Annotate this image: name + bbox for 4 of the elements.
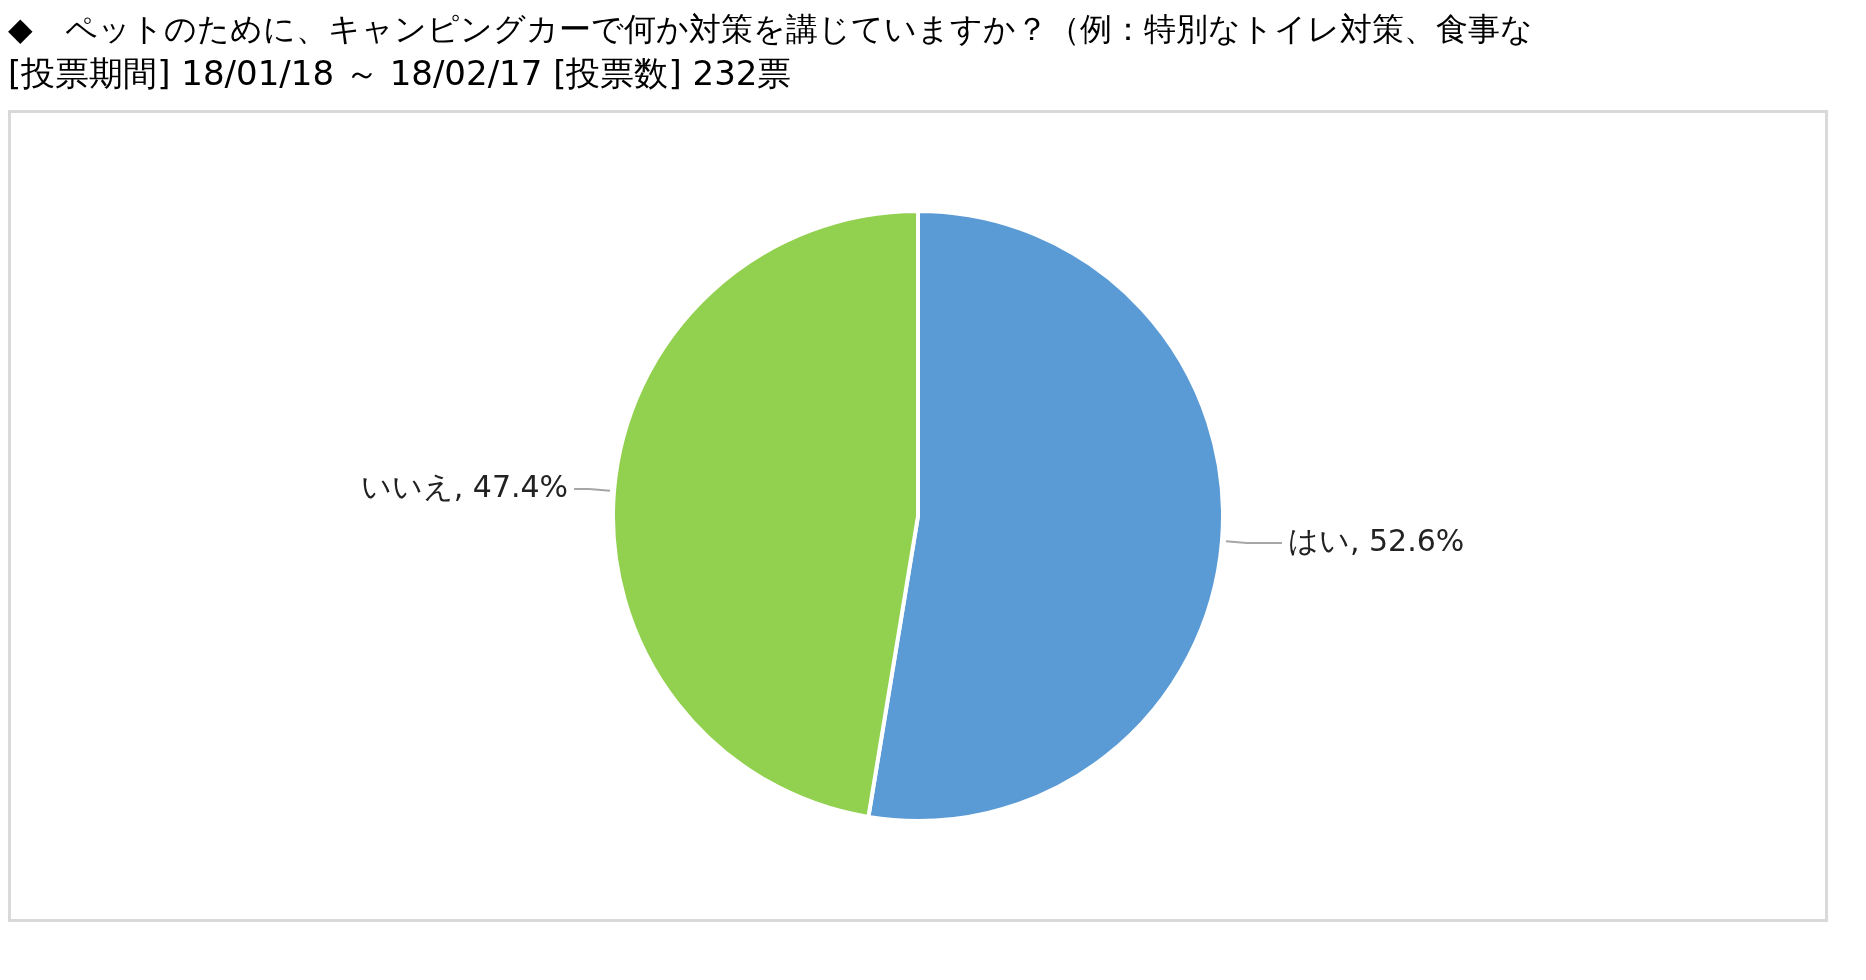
chart-title: ◆ ペットのために、キャンピングカーで何か対策を講じていますか？（例：特別なトイレ対策、食事な — [8, 9, 1534, 50]
chart-subtitle: [投票期間] 18/01/18 ～ 18/02/17 [投票数] 232票 — [8, 52, 793, 95]
slice-label: いいえ, 47.4% — [360, 468, 569, 504]
slice-label: はい, 52.6% — [1287, 522, 1465, 558]
